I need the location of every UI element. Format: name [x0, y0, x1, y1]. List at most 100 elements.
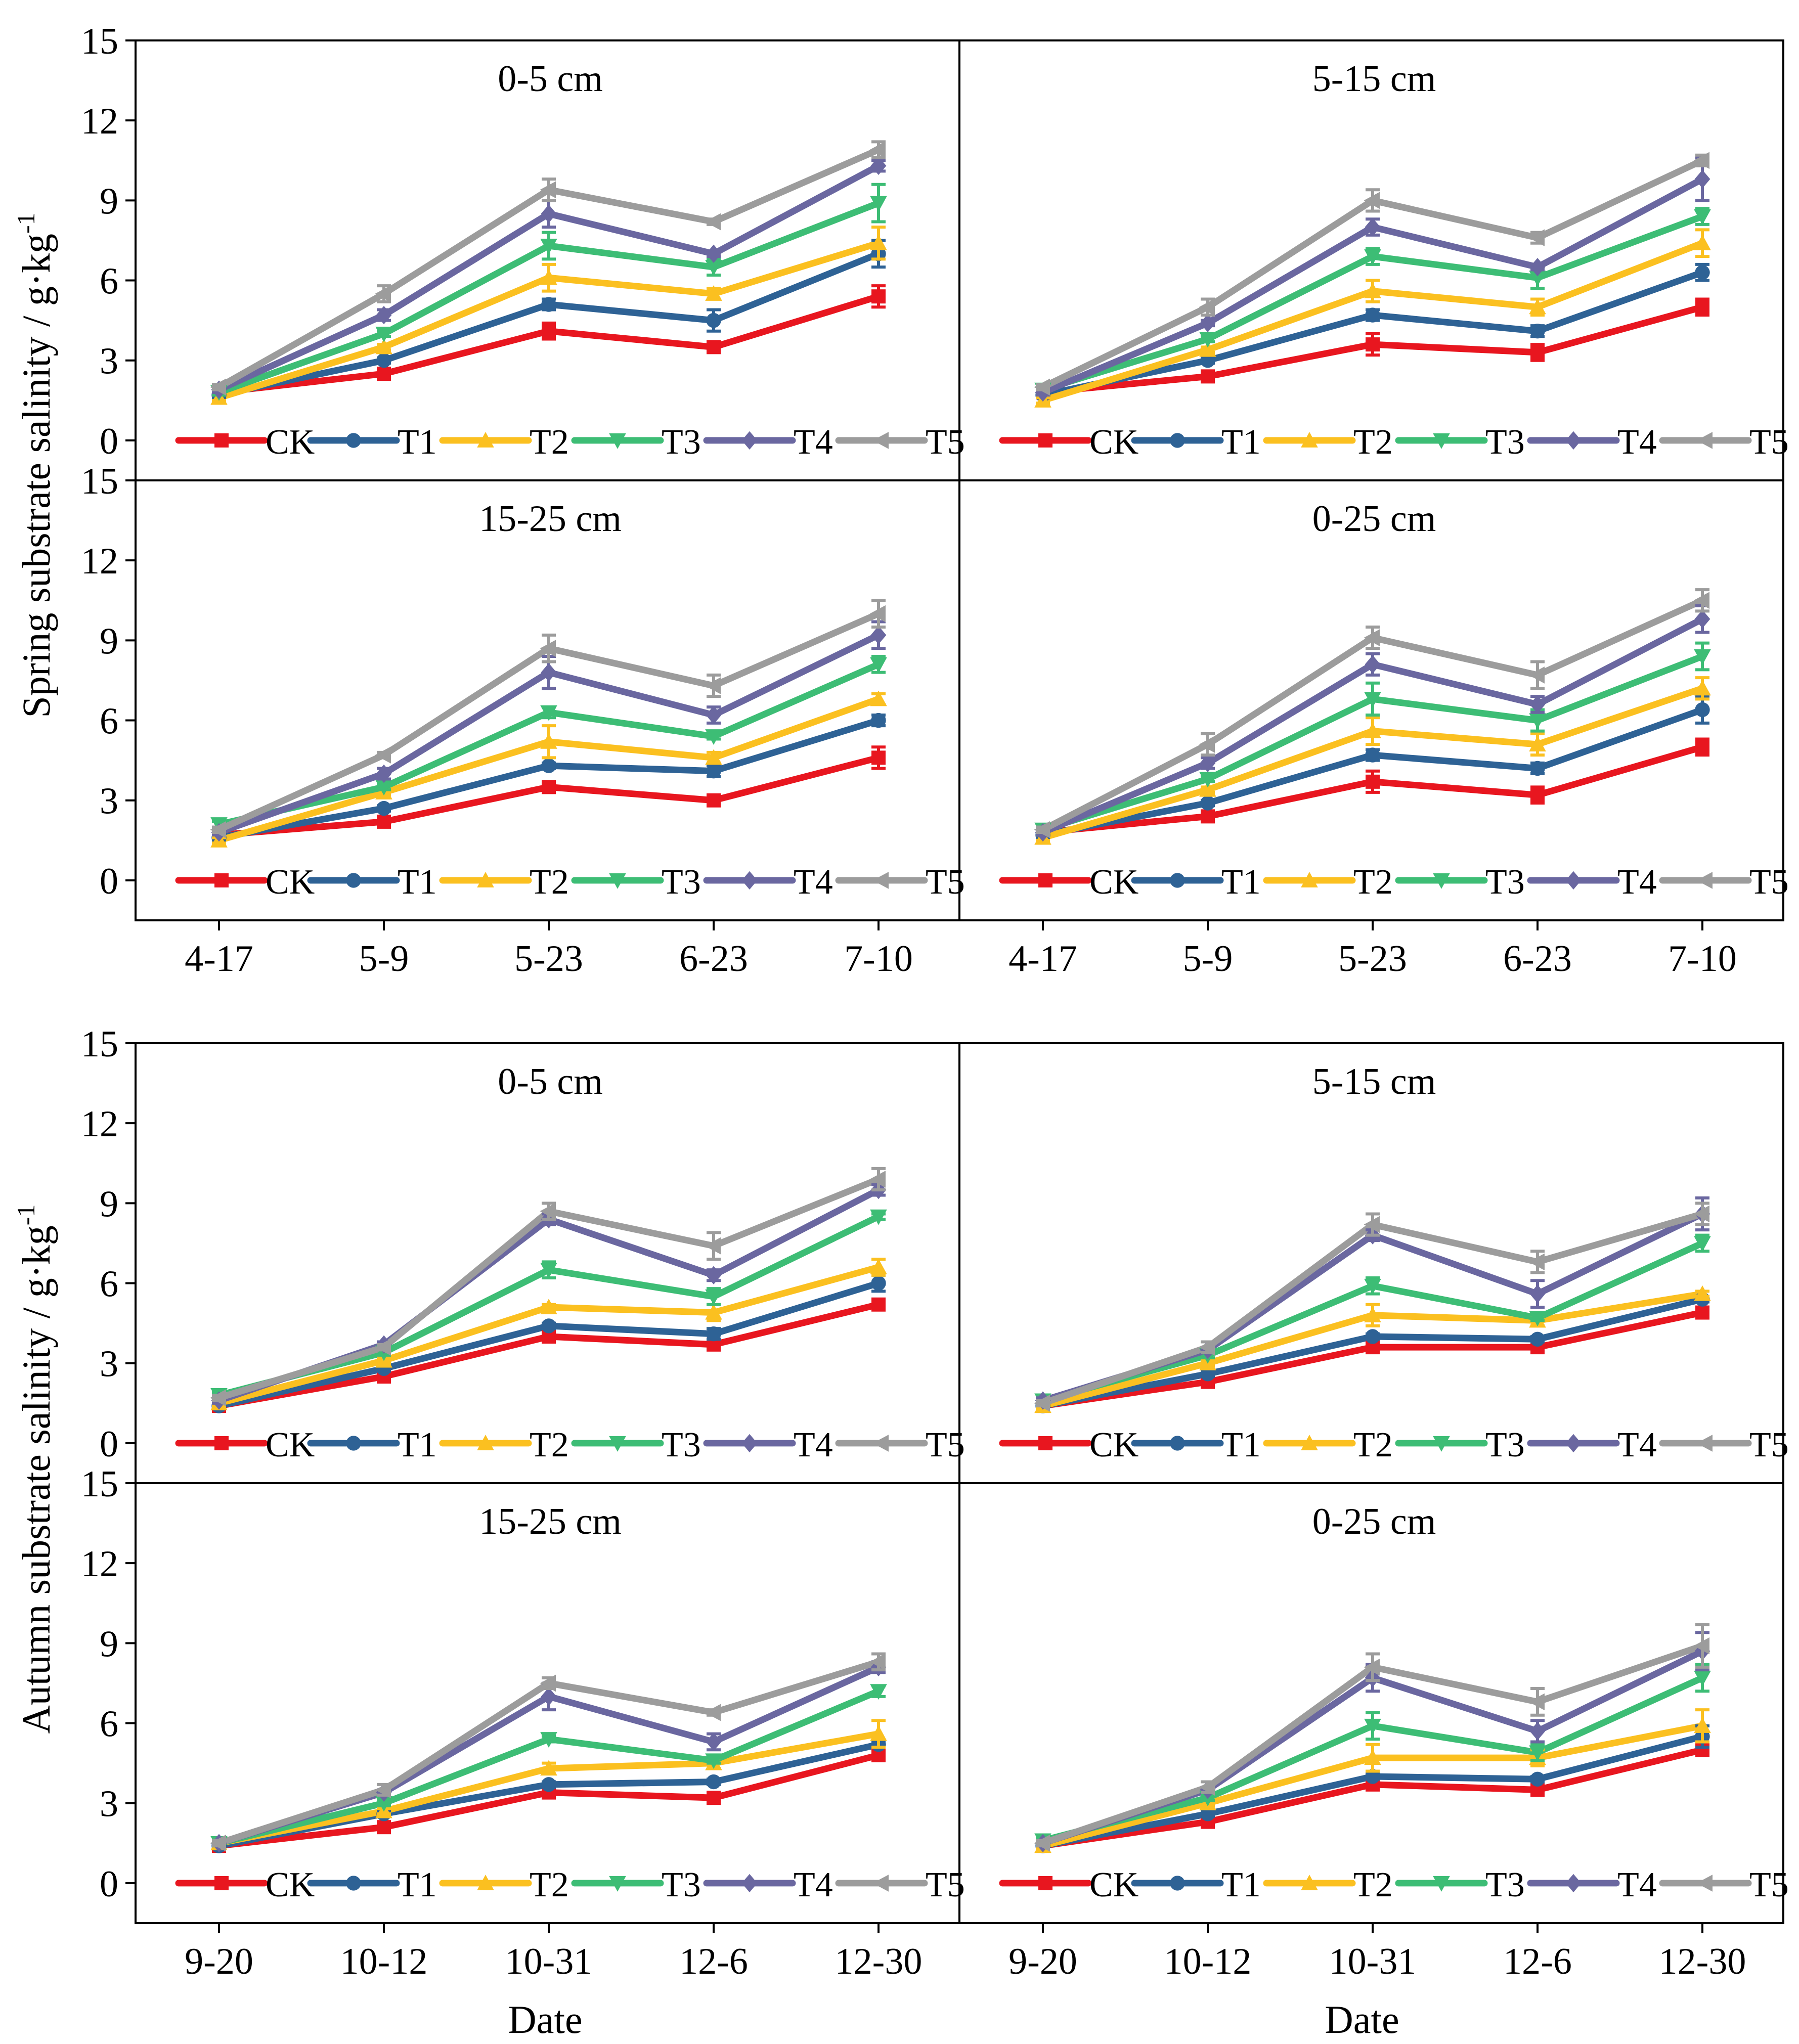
data-point-T1 — [706, 313, 721, 328]
data-point-T1 — [1530, 324, 1545, 339]
legend-marker-T5 — [1696, 432, 1713, 449]
data-point-T1 — [1365, 747, 1380, 763]
data-point-T5 — [210, 378, 226, 396]
y-tick-label: 12 — [81, 101, 118, 142]
x-axis-label-left: Date — [508, 1997, 582, 2041]
legend-marker-CK — [214, 873, 229, 887]
series-group — [1034, 152, 1711, 408]
legend-label-CK: CK — [266, 423, 315, 462]
series-group — [210, 1652, 887, 1853]
data-point-T2 — [375, 338, 392, 354]
data-point-T5 — [375, 285, 391, 302]
data-point-T3 — [870, 1684, 887, 1700]
data-point-T3 — [1529, 271, 1546, 287]
x-tick-label: 4-17 — [1008, 938, 1077, 980]
x-tick-label: 7-10 — [844, 938, 913, 980]
legend-label-T5: T5 — [1749, 1865, 1789, 1904]
x-tick-label: 5-9 — [1183, 938, 1233, 980]
data-point-T4 — [1365, 217, 1381, 237]
plot-title: 0-5 cm — [498, 1061, 603, 1102]
data-point-T5 — [705, 677, 721, 694]
legend-label-T1: T1 — [1221, 1426, 1261, 1464]
plot-title: 15-25 cm — [479, 1501, 622, 1542]
legend-label-T5: T5 — [1749, 423, 1789, 462]
data-point-T2 — [1199, 341, 1216, 357]
legend-label-T4: T4 — [794, 1426, 833, 1464]
legend-label-T2: T2 — [1353, 1865, 1393, 1904]
data-point-T4 — [541, 1687, 557, 1706]
data-point-T2 — [870, 1259, 887, 1274]
data-point-T2 — [705, 749, 722, 765]
legend-marker-T2 — [477, 432, 494, 448]
data-point-T5 — [1364, 192, 1380, 209]
legend-label-CK: CK — [266, 1426, 315, 1464]
legend-marker-T2 — [1301, 432, 1318, 448]
data-point-T2 — [1694, 1285, 1711, 1301]
plot-title: 5-15 cm — [1312, 58, 1436, 100]
legend-label-T2: T2 — [530, 863, 569, 902]
y-axis-label-spring-text: Spring substrate salinity / g·kg — [14, 234, 58, 718]
data-point-CK — [1530, 345, 1545, 360]
legend-label-T5: T5 — [926, 1865, 965, 1904]
data-point-T5 — [869, 605, 886, 623]
data-point-T1 — [1695, 702, 1710, 718]
legend-label-T5: T5 — [926, 1426, 965, 1464]
legend-marker-T1 — [1170, 1436, 1185, 1451]
data-point-T1 — [376, 353, 391, 368]
plot-5: 0 3 6 9 12 15 0-5 cm CK T1 T2 T3 T4 T5 — [81, 1024, 965, 1484]
data-point-T3 — [1199, 332, 1216, 348]
data-point-T3 — [375, 1796, 392, 1812]
y-tick-label: 15 — [81, 461, 118, 502]
legend-marker-T5 — [1696, 1875, 1713, 1892]
data-point-T1 — [541, 1318, 556, 1334]
data-point-T3 — [1364, 249, 1381, 265]
data-point-T3 — [705, 1753, 722, 1769]
y-tick-label: 3 — [100, 1344, 118, 1385]
data-point-T4 — [376, 764, 392, 783]
legend: CK T1 T2 T3 T4 T5 — [175, 423, 965, 462]
legend-label-T3: T3 — [1485, 863, 1525, 902]
data-point-T5 — [869, 141, 886, 158]
data-point-T5 — [1528, 229, 1545, 246]
data-point-T2 — [1529, 298, 1546, 315]
legend-label-T4: T4 — [1617, 863, 1657, 902]
data-point-T5 — [705, 213, 721, 231]
data-point-T4 — [1529, 695, 1546, 714]
legend-label-CK: CK — [1089, 863, 1138, 902]
x-tick-label: 5-23 — [514, 938, 583, 980]
x-tick-label: 12-30 — [1659, 1941, 1746, 1982]
legend-label-T4: T4 — [1617, 1426, 1657, 1464]
legend-marker-CK — [1038, 1876, 1052, 1890]
series-group — [210, 140, 887, 405]
data-point-T3 — [540, 239, 557, 254]
data-point-T5 — [210, 821, 226, 838]
legend-marker-T3 — [609, 1436, 626, 1452]
y-tick-label: 0 — [100, 421, 118, 462]
legend: CK T1 T2 T3 T4 T5 — [999, 1426, 1789, 1464]
legend-label-T2: T2 — [1353, 863, 1393, 902]
data-point-T5 — [1528, 1253, 1545, 1271]
data-point-T3 — [705, 260, 722, 276]
legend-marker-T2 — [1301, 1875, 1318, 1890]
data-point-T4 — [706, 244, 722, 263]
data-point-T5 — [540, 1203, 556, 1220]
plot-6: 5-15 cm CK T1 T2 T3 T4 T5 — [958, 1042, 1789, 1484]
data-point-T4 — [1529, 1284, 1546, 1303]
legend-marker-T3 — [1433, 1876, 1450, 1892]
legend-label-CK: CK — [1089, 1865, 1138, 1904]
data-point-T1 — [1365, 307, 1380, 323]
legend-marker-T1 — [346, 1876, 361, 1891]
legend-label-T2: T2 — [530, 1426, 569, 1464]
data-point-T3 — [870, 1209, 887, 1225]
data-point-CK — [1201, 809, 1215, 824]
legend-label-CK: CK — [1089, 423, 1138, 462]
legend-label-T4: T4 — [1617, 1865, 1657, 1904]
legend-label-T3: T3 — [662, 863, 701, 902]
data-point-T3 — [540, 705, 557, 721]
data-point-T5 — [540, 1674, 556, 1692]
legend-label-T2: T2 — [530, 423, 569, 462]
data-point-T4 — [706, 705, 722, 725]
data-point-T5 — [1034, 1395, 1050, 1412]
legend-marker-T4 — [1565, 871, 1582, 890]
